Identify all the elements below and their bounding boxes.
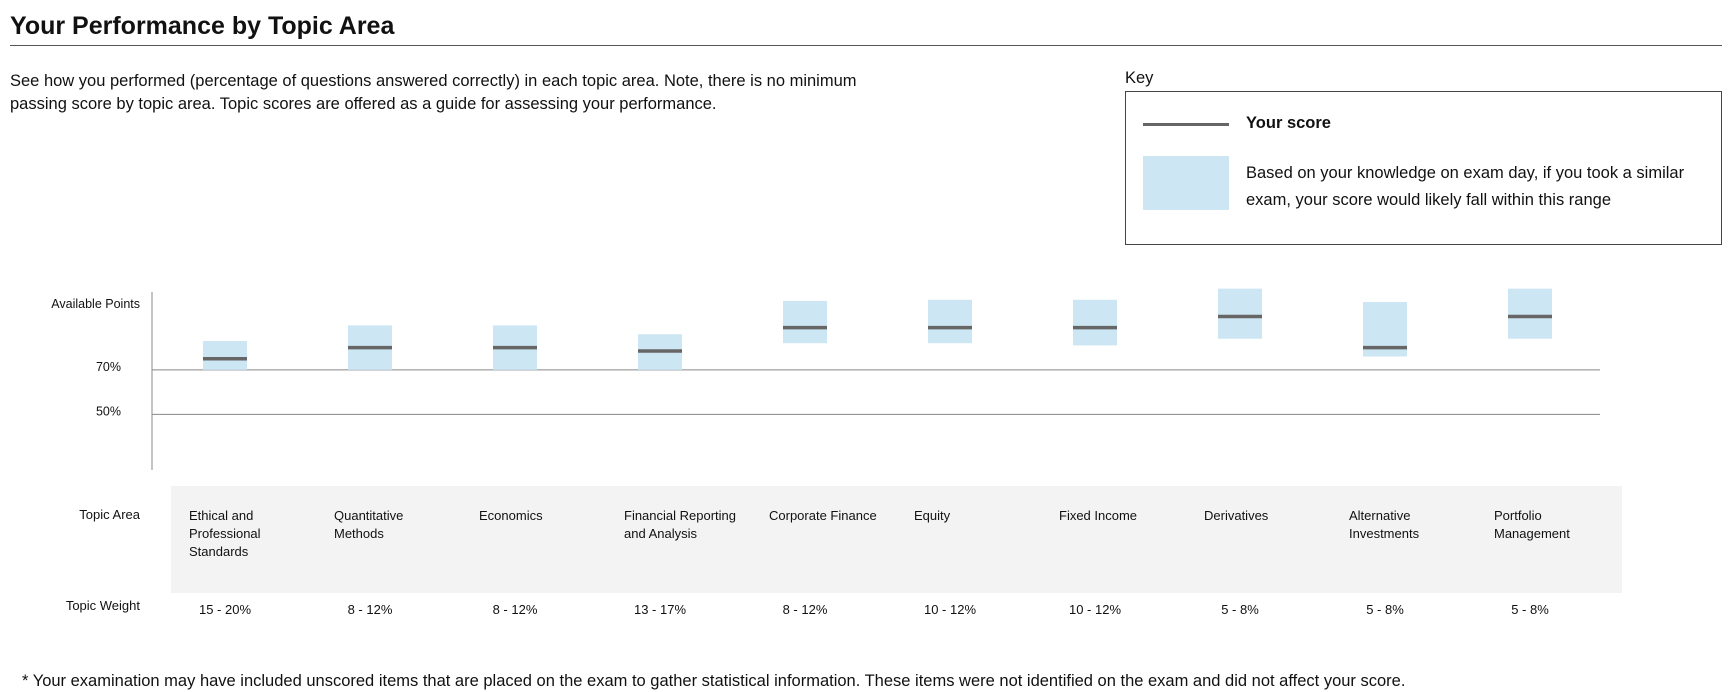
topic-weight: 13 - 17% <box>633 602 687 617</box>
y-axis-title: Available Points <box>51 297 140 311</box>
topic-name: Ethical and Professional Standards <box>189 508 261 559</box>
footnote: * Your examination may have included uns… <box>22 672 1406 690</box>
score-range-box <box>1218 288 1262 339</box>
score-range-box <box>1073 299 1117 346</box>
topic-weight: 5 - 8% <box>1221 602 1259 617</box>
topic-name: Equity <box>914 508 951 523</box>
topic-name: Financial Reporting and Analysis <box>624 508 737 541</box>
page-title: Your Performance by Topic Area <box>10 12 395 40</box>
score-range-box <box>928 299 972 344</box>
score-range-box <box>783 300 827 344</box>
topic-weight: 5 - 8% <box>1366 602 1404 617</box>
topic-name: Derivatives <box>1204 508 1269 523</box>
topic-name: Fixed Income <box>1059 508 1138 523</box>
topic-weight-label: Topic Weight <box>65 598 140 613</box>
gridlines: 70% 50% <box>96 360 1600 418</box>
y-tick-label: 50% <box>96 404 121 418</box>
title-divider <box>10 45 1722 46</box>
range-swatch <box>1143 156 1229 210</box>
topic-weight: 8 - 12% <box>347 602 393 617</box>
topic-name: Portfolio Management <box>1494 508 1570 541</box>
topic-band <box>171 486 1622 593</box>
topic-weight: 8 - 12% <box>492 602 538 617</box>
topic-name: Alternative Investments <box>1349 508 1420 541</box>
range-legend-label: Based on your knowledge on exam day, if … <box>1246 164 1685 209</box>
performance-chart: Available Points 70% 50% <box>51 288 1600 470</box>
score-range-box <box>1508 288 1552 339</box>
score-range-box <box>203 340 247 370</box>
key-title: Key <box>1125 69 1154 87</box>
topic-weight: 8 - 12% <box>782 602 828 617</box>
score-line-swatch <box>1143 123 1229 126</box>
topic-weight: 5 - 8% <box>1511 602 1549 617</box>
chart-marks <box>203 288 1552 370</box>
intro-text: See how you performed (percentage of que… <box>10 72 857 113</box>
topic-weight: 15 - 20% <box>198 602 252 617</box>
topic-area-label: Topic Area <box>79 507 140 522</box>
topic-weight: 10 - 12% <box>1068 602 1122 617</box>
topic-weight: 10 - 12% <box>923 602 977 617</box>
topic-name: Economics <box>479 508 543 523</box>
score-legend-label: Your score <box>1246 114 1331 132</box>
key-legend: Your score Based on your knowledge on ex… <box>1125 91 1722 245</box>
y-tick-label: 70% <box>96 360 121 374</box>
topic-name: Quantitative Methods <box>334 508 404 541</box>
topic-name: Corporate Finance <box>769 508 877 523</box>
